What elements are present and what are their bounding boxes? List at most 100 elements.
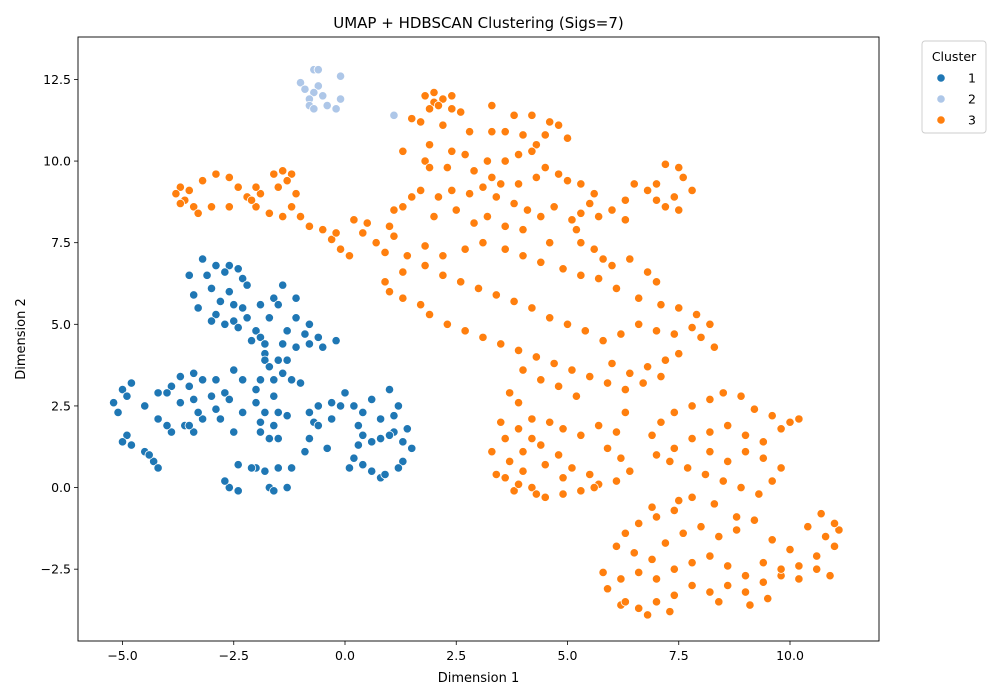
data-point — [509, 486, 519, 496]
data-point — [300, 329, 310, 339]
data-point — [335, 71, 346, 81]
data-point — [545, 313, 555, 323]
data-point — [723, 420, 733, 431]
data-point — [198, 414, 208, 424]
data-point — [313, 332, 323, 342]
data-point — [233, 486, 243, 496]
data-point — [500, 433, 510, 444]
data-point — [442, 162, 452, 173]
data-point — [220, 476, 230, 486]
data-point — [144, 450, 154, 460]
data-point — [398, 202, 408, 212]
data-point — [567, 463, 577, 473]
data-point — [398, 267, 408, 277]
data-point — [273, 407, 283, 418]
data-point — [375, 433, 386, 444]
data-point — [642, 362, 653, 372]
data-point — [122, 391, 132, 401]
data-point — [429, 87, 439, 98]
data-point — [251, 398, 261, 408]
data-point — [594, 211, 604, 222]
data-point — [518, 466, 528, 476]
data-point — [153, 463, 163, 473]
data-point — [620, 385, 630, 395]
data-point — [642, 185, 653, 196]
data-point — [224, 482, 234, 493]
data-point — [353, 440, 363, 450]
data-point — [340, 388, 350, 398]
data-point — [607, 205, 617, 215]
data-point — [740, 447, 751, 457]
data-point — [206, 283, 217, 293]
data-point — [602, 443, 613, 453]
data-point — [718, 388, 728, 398]
data-point — [829, 518, 840, 529]
data-point — [358, 430, 368, 440]
legend: Cluster 1 2 3 — [921, 40, 987, 134]
data-point — [491, 192, 501, 202]
data-point — [687, 558, 697, 568]
legend-item: 2 — [936, 92, 976, 107]
data-point — [456, 277, 466, 287]
data-point — [198, 176, 208, 186]
data-point — [255, 300, 266, 310]
x-tick-label: 7.5 — [669, 648, 689, 663]
data-point — [665, 456, 675, 467]
data-point — [651, 326, 662, 336]
data-point — [224, 287, 234, 297]
data-point — [709, 499, 719, 509]
data-point — [251, 326, 261, 336]
data-point — [193, 303, 203, 313]
data-point — [487, 172, 497, 182]
data-point — [540, 460, 550, 470]
data-point — [416, 185, 426, 196]
data-point — [295, 78, 306, 88]
legend-label: 2 — [968, 92, 976, 107]
data-point — [224, 260, 234, 271]
data-point — [496, 179, 506, 189]
data-point — [264, 362, 274, 372]
data-point — [647, 502, 657, 512]
data-point — [184, 185, 194, 196]
data-point — [558, 264, 568, 274]
data-point — [162, 388, 172, 398]
data-point — [518, 225, 528, 235]
data-point — [358, 460, 368, 470]
data-point — [553, 450, 564, 460]
data-point — [625, 368, 635, 378]
data-point — [389, 231, 399, 241]
data-point — [705, 447, 715, 457]
data-point — [660, 202, 671, 212]
data-point — [473, 283, 484, 293]
data-point — [367, 437, 377, 447]
data-point — [513, 479, 524, 489]
chart-title: UMAP + HDBSCAN Clustering (Sigs=7) — [333, 14, 623, 32]
data-point — [509, 198, 519, 209]
data-point — [126, 440, 136, 450]
data-point — [456, 107, 466, 117]
data-point — [460, 244, 470, 254]
data-point — [322, 443, 332, 453]
y-tick-label: 7.5 — [51, 235, 71, 250]
data-point — [224, 202, 234, 212]
data-point — [602, 378, 613, 388]
legend-marker — [936, 73, 946, 83]
data-point — [642, 610, 653, 620]
data-point — [536, 440, 546, 450]
data-point — [189, 427, 199, 437]
data-point — [304, 433, 314, 444]
data-point — [545, 238, 555, 248]
data-point — [238, 407, 248, 418]
data-point — [576, 270, 586, 280]
data-point — [269, 420, 279, 431]
data-point — [260, 339, 270, 349]
data-point — [611, 283, 622, 293]
data-point — [571, 391, 582, 401]
data-point — [335, 244, 346, 254]
data-point — [576, 208, 586, 218]
data-point — [705, 427, 715, 437]
data-point — [407, 192, 417, 202]
data-point — [562, 319, 573, 329]
data-point — [318, 342, 328, 352]
data-point — [829, 541, 840, 551]
